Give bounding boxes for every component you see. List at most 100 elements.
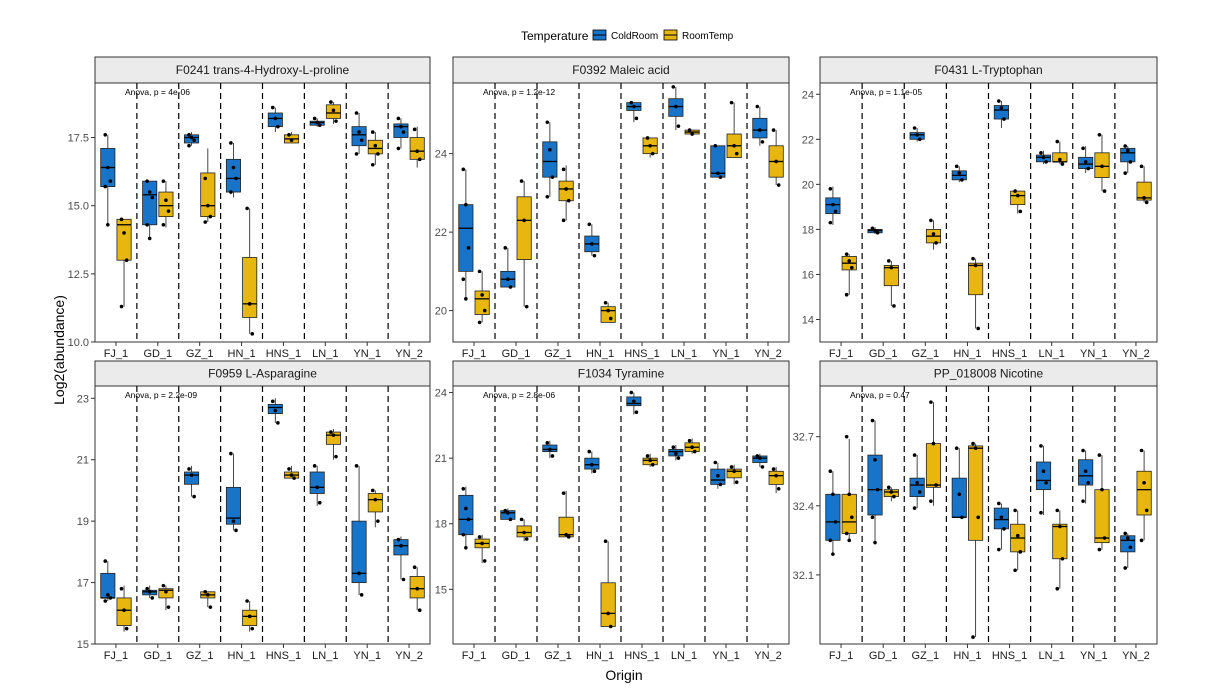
- data-point: [166, 605, 171, 609]
- coldroom-box: [542, 440, 558, 459]
- data-point: [208, 214, 213, 219]
- x-tick-label: LN_1: [671, 650, 697, 662]
- data-point: [145, 222, 149, 227]
- data-point: [1039, 510, 1043, 515]
- data-point: [632, 399, 636, 404]
- coldroom-box: [867, 226, 883, 235]
- data-point: [732, 469, 736, 474]
- x-tick-label: YN_2: [1122, 650, 1150, 662]
- coldroom-box: [267, 398, 283, 425]
- data-point: [760, 465, 765, 469]
- data-point: [971, 441, 975, 446]
- iqr-box: [458, 494, 474, 536]
- roomtemp-box: [1010, 508, 1026, 573]
- facet-strip: [819, 56, 1158, 84]
- data-point: [234, 528, 238, 533]
- data-point: [317, 123, 322, 128]
- data-point: [1128, 545, 1133, 550]
- data-point: [976, 326, 980, 331]
- data-point: [1081, 499, 1085, 503]
- y-tick-label: 21: [435, 453, 447, 465]
- data-point: [873, 228, 877, 233]
- data-point: [1125, 536, 1130, 540]
- y-tick-label: 24: [435, 149, 447, 161]
- data-point: [1142, 196, 1146, 200]
- coldroom-box: [393, 536, 409, 582]
- data-point: [108, 596, 113, 600]
- data-point: [519, 517, 524, 522]
- iqr-box: [968, 445, 984, 541]
- roomtemp-box: [200, 148, 216, 224]
- data-point: [189, 135, 194, 140]
- data-point: [1055, 586, 1060, 591]
- roomtemp-box: [1052, 139, 1068, 166]
- facet-panel-6: PP_018008 Nicotine Anova, p = 0.47 32.1 32.…: [793, 360, 1158, 662]
- data-point: [161, 583, 166, 588]
- roomtemp-box: [726, 100, 742, 158]
- y-tick-label: 32.7: [793, 432, 814, 444]
- data-point: [889, 265, 894, 270]
- iqr-box: [1136, 470, 1152, 516]
- data-point: [676, 456, 681, 460]
- facet-title: F0392 Maleic acid: [572, 63, 669, 77]
- roomtemp-box: [558, 490, 574, 539]
- roomtemp-box: [242, 206, 258, 336]
- iqr-box: [1094, 489, 1110, 544]
- x-tick-label: GZ_1: [186, 348, 214, 360]
- coldroom-box: [267, 105, 283, 133]
- data-point: [873, 457, 877, 462]
- data-point: [354, 152, 359, 156]
- data-point: [771, 128, 776, 132]
- coldroom-box: [993, 99, 1009, 129]
- x-tick-label: HNS_1: [624, 348, 659, 360]
- x-tick-label: FJ_1: [829, 348, 853, 360]
- data-point: [1125, 148, 1130, 153]
- data-point: [1086, 480, 1091, 485]
- roomtemp-box: [200, 589, 216, 609]
- data-point: [648, 458, 652, 463]
- facet-title: F1034 Tyramine: [578, 367, 665, 381]
- data-point: [629, 100, 634, 105]
- data-point: [957, 492, 962, 497]
- data-point: [561, 167, 566, 172]
- iqr-box: [309, 471, 325, 494]
- data-point: [976, 515, 980, 520]
- data-point: [917, 137, 922, 142]
- data-point: [561, 491, 566, 495]
- coldroom-box: [542, 120, 558, 199]
- data-point: [461, 167, 466, 172]
- x-tick-label: FJ_1: [104, 348, 128, 360]
- x-tick-label: GD_1: [143, 348, 172, 360]
- data-point: [482, 559, 487, 563]
- iqr-box: [393, 123, 409, 138]
- roomtemp-box: [642, 453, 658, 467]
- iqr-box: [600, 582, 616, 627]
- data-point: [1015, 533, 1020, 538]
- iqr-box: [242, 257, 258, 318]
- data-point: [461, 532, 466, 537]
- data-point: [150, 596, 155, 600]
- facet-strip: [94, 56, 431, 84]
- data-point: [566, 535, 571, 539]
- coldroom-box: [458, 486, 474, 550]
- data-point: [548, 147, 552, 152]
- data-point: [477, 320, 482, 325]
- data-point: [1044, 480, 1048, 485]
- iqr-box: [1136, 181, 1152, 201]
- data-point: [187, 133, 191, 137]
- data-point: [1081, 448, 1085, 453]
- iqr-box: [142, 180, 158, 226]
- facet-panel-1: F0241 trans-4-Hydroxy-L-proline Anova, p …: [68, 56, 431, 360]
- data-point: [716, 473, 720, 478]
- data-point: [687, 128, 692, 132]
- data-point: [250, 626, 255, 631]
- x-tick-label: HN_1: [953, 348, 981, 360]
- y-tick-label: 15: [435, 584, 447, 596]
- data-point: [934, 241, 938, 245]
- data-point: [192, 138, 196, 143]
- y-axis-label: Log2(abundance): [51, 295, 67, 405]
- data-point: [831, 492, 835, 497]
- coldroom-box: [309, 464, 325, 506]
- coldroom-box: [1035, 150, 1052, 165]
- coldroom-box: [951, 164, 967, 183]
